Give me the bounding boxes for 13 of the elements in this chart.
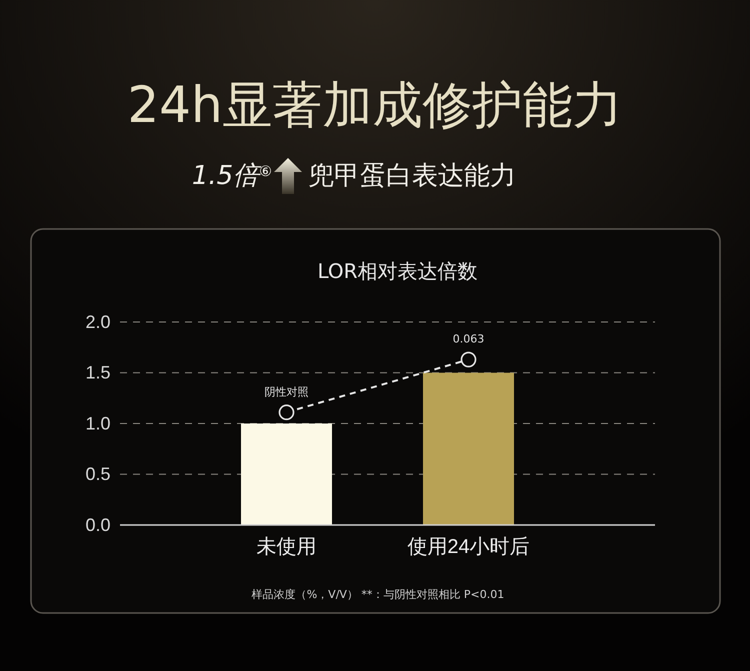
y-tick-label: 1.0: [85, 413, 111, 434]
y-tick-label: 2.0: [85, 312, 111, 332]
y-tick-label: 0.5: [85, 464, 111, 484]
y-tick-label: 0.0: [85, 514, 111, 535]
annotation: 0.063: [452, 332, 484, 346]
text: 1.5倍$^{⑥}$ 兜甲蛋白表达能力: [192, 161, 516, 191]
x-tick-label: 使用24小时后: [407, 536, 530, 558]
x-tick-label: 未使用: [256, 536, 316, 558]
text: 样品浓度（%，V/V） **：与阴性对照相比 P<0.01: [252, 588, 504, 601]
y-tick-label: 1.5: [85, 362, 111, 383]
annotation: 阴性对照: [264, 385, 308, 398]
y-axis-title: LOR相对表达倍数: [317, 259, 478, 283]
chart-title: 24h显著加成修护能力: [127, 76, 623, 134]
